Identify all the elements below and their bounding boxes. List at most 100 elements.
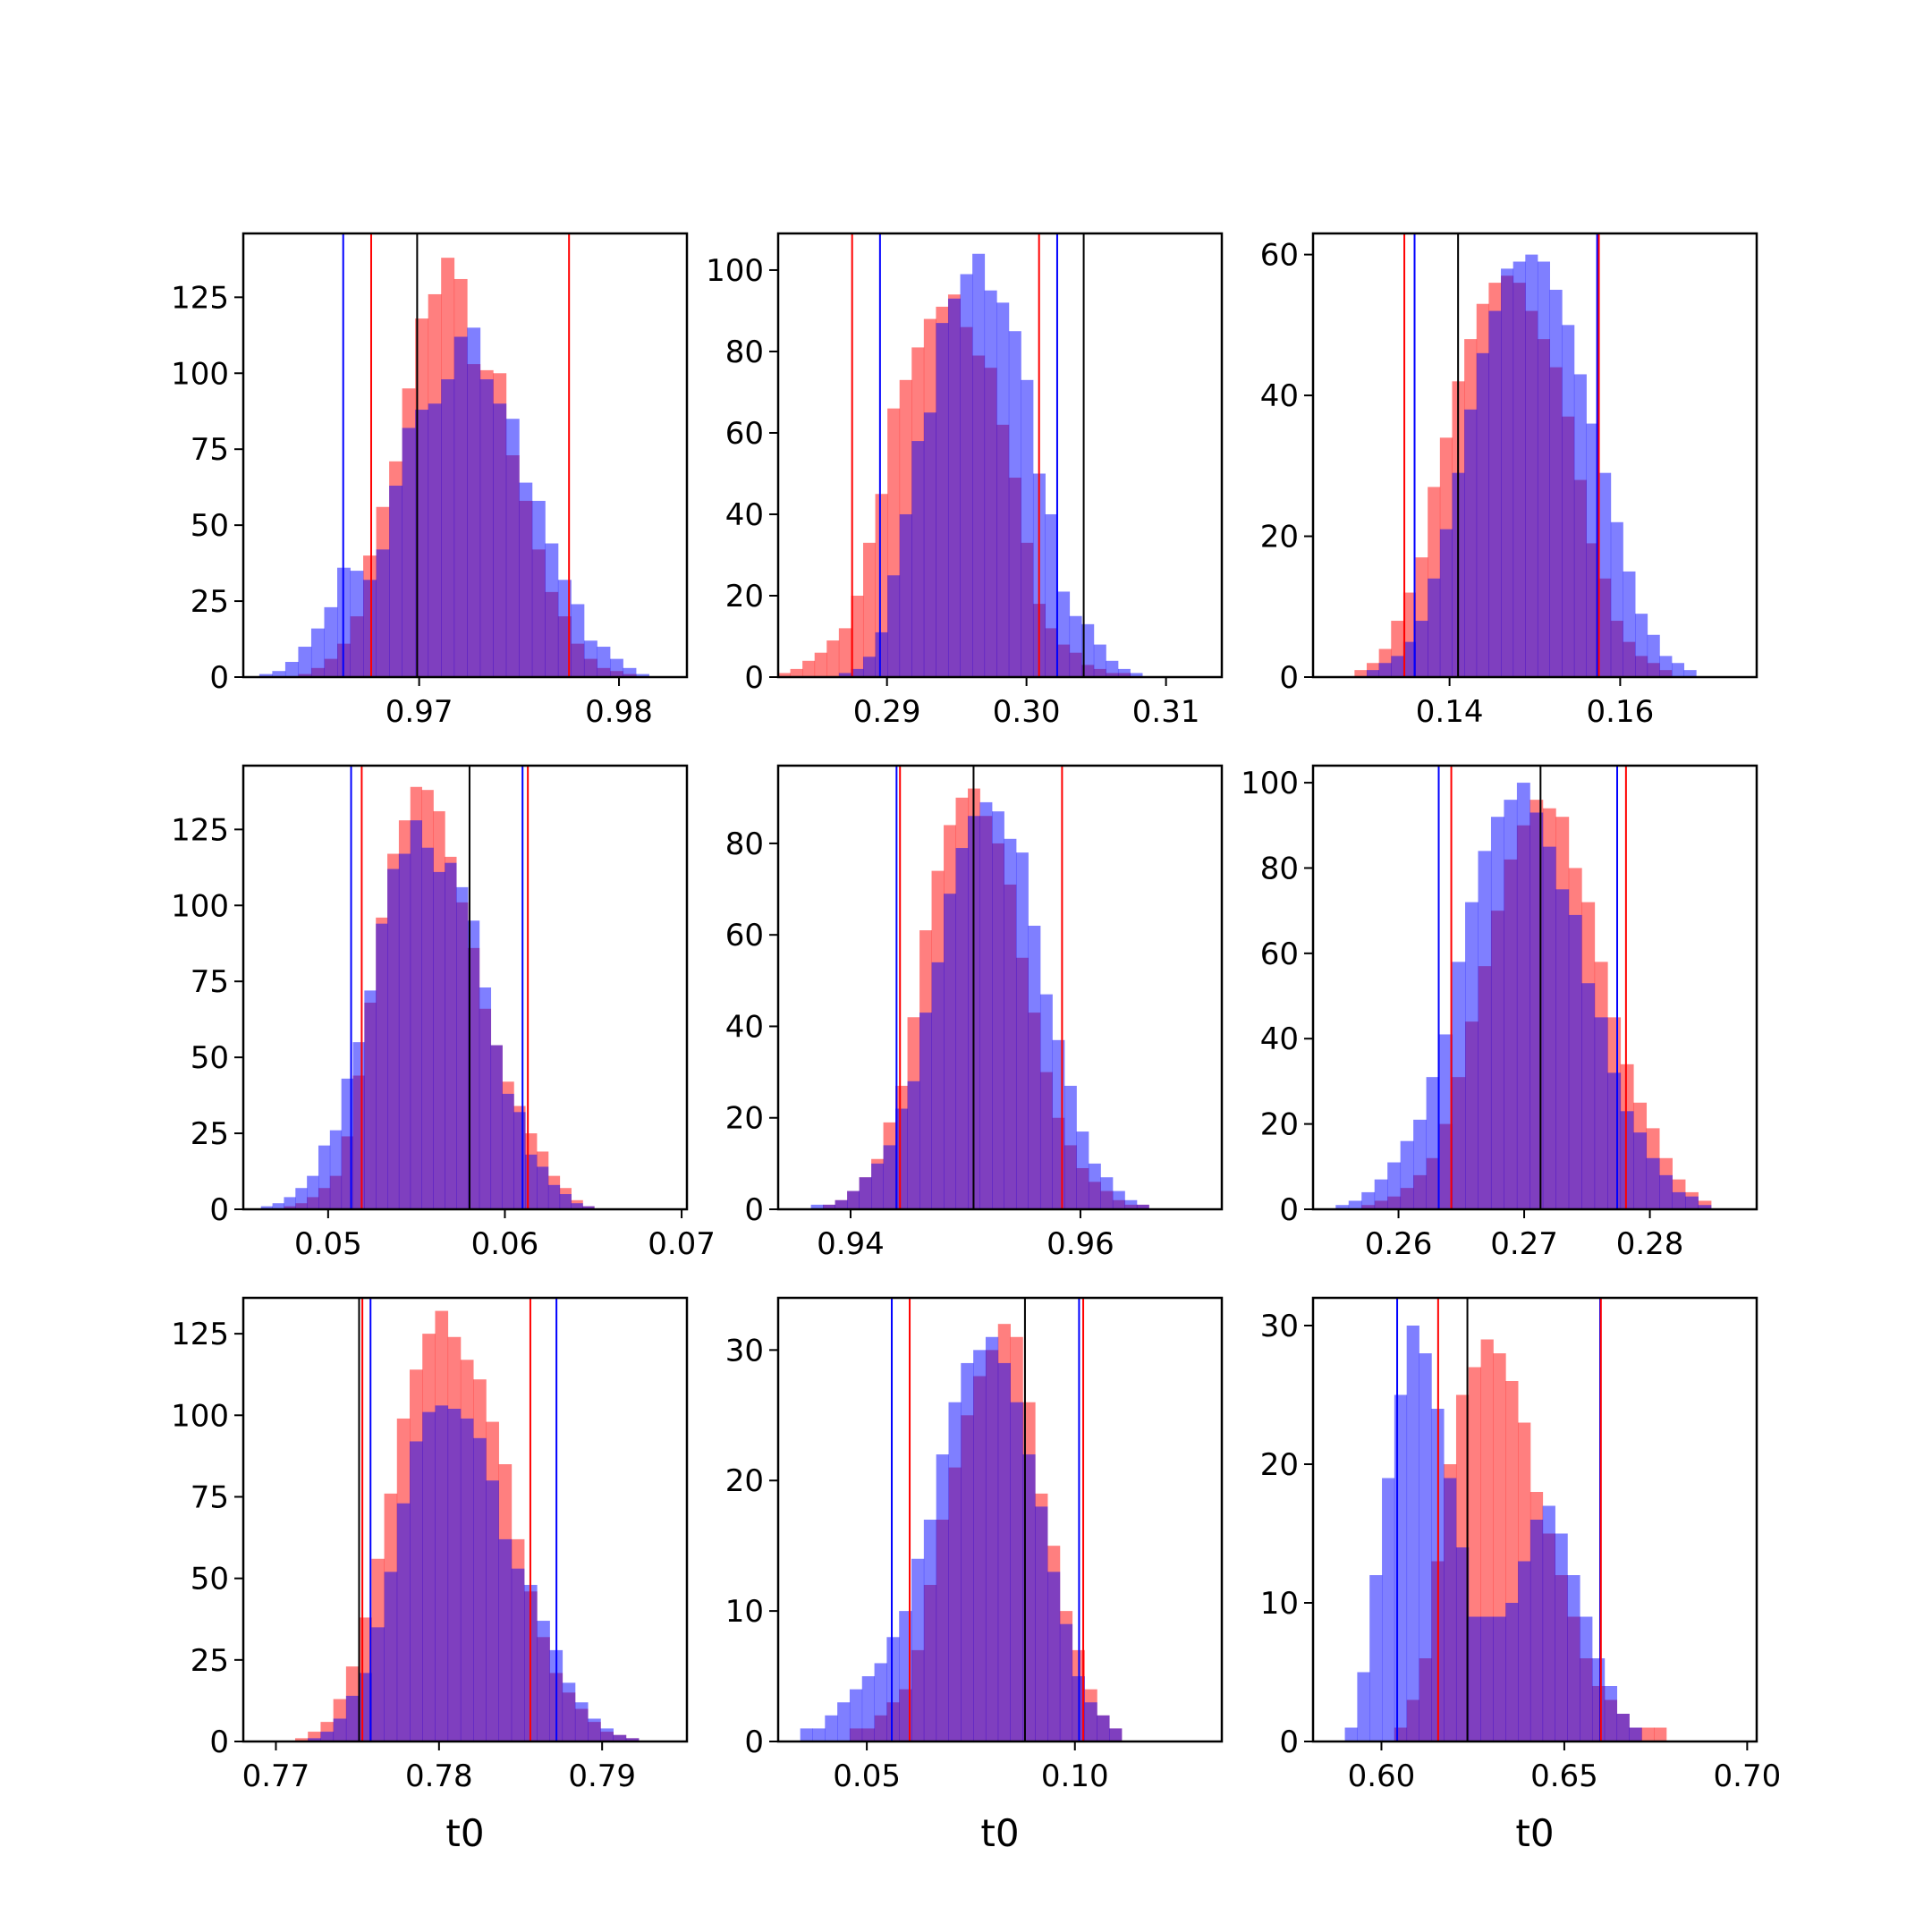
bar-blue	[441, 379, 455, 677]
bar-blue	[1646, 1157, 1660, 1209]
bar-blue	[1629, 1727, 1642, 1741]
x-tick-label: 0.65	[1530, 1758, 1598, 1794]
bar-blue	[1598, 472, 1612, 677]
y-tick-label: 125	[171, 1317, 229, 1352]
bar-blue	[574, 1702, 589, 1741]
bar-blue	[851, 668, 864, 677]
bar-blue	[1028, 925, 1041, 1209]
bar-blue	[467, 920, 480, 1209]
bar-blue	[984, 290, 997, 677]
bar-blue	[1039, 994, 1053, 1209]
bar-blue	[597, 647, 611, 677]
bar-blue	[260, 1206, 273, 1209]
y-tick-label: 50	[191, 508, 229, 544]
bar-blue	[284, 1197, 296, 1209]
y-tick-label: 125	[171, 280, 229, 316]
x-tick-label: 0.16	[1587, 694, 1655, 730]
bar-blue	[1586, 423, 1599, 677]
bar-blue	[1391, 656, 1404, 677]
y-tick-label: 80	[725, 826, 764, 862]
bar-blue	[547, 1184, 561, 1209]
bar-blue	[911, 441, 925, 677]
bar-blue	[1117, 668, 1131, 677]
bar-blue	[907, 1080, 920, 1209]
bar-blue	[295, 1188, 308, 1209]
bar-blue	[973, 1350, 987, 1741]
bar-blue	[1518, 1561, 1531, 1741]
bar-blue	[1464, 409, 1478, 677]
series-blue	[258, 327, 649, 677]
x-tick-label: 0.70	[1714, 1758, 1782, 1794]
bar-blue	[415, 410, 429, 677]
series-blue	[810, 801, 1149, 1209]
bar-blue	[895, 1108, 908, 1209]
bar-blue	[835, 1199, 848, 1209]
bar-red	[778, 673, 791, 677]
bar-blue	[511, 1568, 525, 1741]
plot-area	[258, 233, 649, 677]
series-blue	[800, 1336, 1123, 1741]
x-tick-label: 0.97	[386, 694, 453, 730]
bar-blue	[862, 657, 876, 677]
bar-blue	[537, 1621, 550, 1741]
bar-blue	[1100, 1177, 1114, 1209]
axes-frame	[776, 232, 1224, 679]
bar-blue	[825, 1715, 838, 1741]
bar-blue	[350, 571, 364, 677]
bar-blue	[1549, 289, 1563, 677]
bar-blue	[1382, 1478, 1395, 1741]
bar-blue	[875, 631, 888, 677]
bar-blue	[1097, 1715, 1110, 1741]
bar-blue	[923, 412, 936, 677]
bar-blue	[1478, 851, 1492, 1209]
bar-blue	[1672, 663, 1685, 677]
bar-blue	[445, 862, 457, 1209]
plot-area	[294, 1298, 640, 1741]
subplot-5: 0 20 40 60 80 0.94 0.96	[725, 764, 1224, 1262]
bar-red	[1641, 1727, 1655, 1741]
x-tick-label: 0.05	[294, 1226, 362, 1262]
bar-blue	[513, 1112, 526, 1209]
bar-blue	[410, 1441, 423, 1741]
axes-frame	[776, 1296, 1224, 1743]
bar-blue	[1063, 1085, 1077, 1209]
bar-blue	[985, 1336, 999, 1741]
y-tick-label: 0	[209, 1192, 229, 1228]
bar-blue	[318, 1145, 331, 1209]
bar-blue	[1069, 615, 1082, 677]
x-tick-label: 0.14	[1416, 694, 1484, 730]
y-tick-label: 100	[171, 888, 229, 924]
bar-blue	[861, 1676, 875, 1741]
y-tick-label: 10	[725, 1594, 764, 1630]
bar-blue	[1004, 838, 1017, 1209]
bar-blue	[258, 674, 273, 677]
bar-blue	[911, 1558, 925, 1741]
subplot-7: 0 25 50 75 100 125 0.77 0.78 0.79 t0	[171, 1296, 689, 1855]
bar-blue	[1620, 1111, 1634, 1209]
bar-blue	[944, 894, 956, 1209]
bar-blue	[1059, 1623, 1073, 1741]
bar-blue	[1455, 1547, 1470, 1741]
y-tick-label: 25	[191, 1116, 229, 1152]
y-tick-label: 80	[725, 335, 764, 370]
x-tick-label: 0.10	[1041, 1758, 1109, 1794]
bar-blue	[1369, 1575, 1383, 1741]
bar-blue	[931, 962, 945, 1209]
bar-blue	[1623, 571, 1636, 677]
bar-blue	[545, 543, 559, 677]
bar-blue	[352, 1042, 365, 1209]
y-tick-label: 25	[191, 584, 229, 620]
bar-blue	[384, 1572, 398, 1741]
y-tick-label: 75	[191, 1479, 229, 1515]
axes-frame	[776, 764, 1224, 1211]
x-tick-label: 0.05	[833, 1758, 901, 1794]
y-tick-label: 60	[725, 918, 764, 953]
y-tick-label: 100	[1241, 766, 1299, 801]
bar-blue	[849, 1689, 863, 1741]
bar-blue	[1335, 1205, 1350, 1209]
bar-blue	[447, 1409, 462, 1741]
bar-blue	[1415, 621, 1428, 677]
bar-blue	[1562, 325, 1575, 677]
bar-blue	[623, 667, 637, 677]
